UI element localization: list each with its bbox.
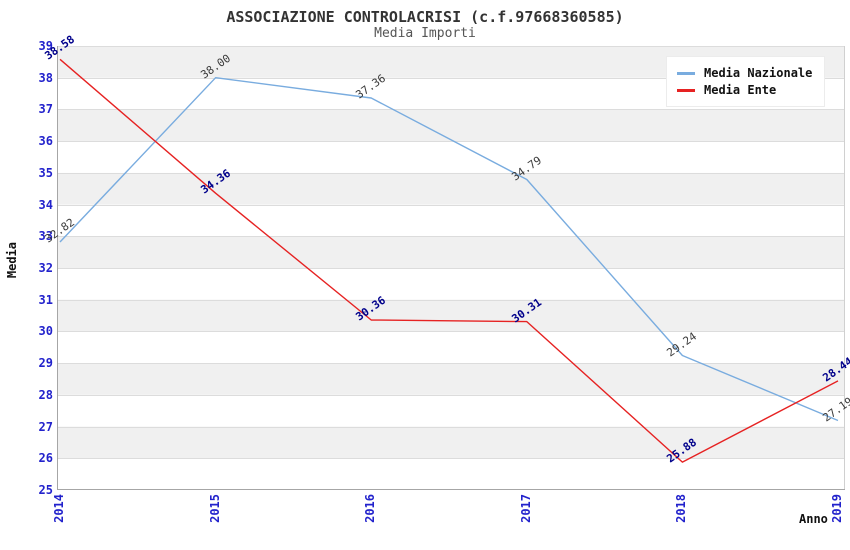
background-band bbox=[57, 172, 845, 205]
legend-item-media-nazionale: Media Nazionale bbox=[677, 66, 812, 80]
y-tick-label: 32 bbox=[38, 261, 53, 275]
y-tick-label: 26 bbox=[38, 451, 53, 465]
y-tick-label: 38 bbox=[38, 71, 53, 85]
y-tick-label: 31 bbox=[38, 293, 53, 307]
background-band bbox=[57, 426, 845, 459]
legend-item-media-ente: Media Ente bbox=[677, 83, 812, 97]
y-tick-label: 29 bbox=[38, 356, 53, 370]
legend-line-swatch-ente bbox=[677, 88, 695, 92]
x-tick-label: 2019 bbox=[830, 494, 844, 523]
x-tick-label: 2018 bbox=[674, 494, 688, 523]
background-band bbox=[57, 236, 845, 268]
x-tick-label: 2016 bbox=[363, 494, 377, 523]
y-axis-title: Media bbox=[5, 242, 19, 279]
legend-label: Media Ente bbox=[704, 83, 777, 97]
y-tick-label: 27 bbox=[38, 420, 53, 434]
background-band bbox=[57, 299, 845, 332]
plot-canvas bbox=[57, 46, 845, 490]
x-tick-label: 2015 bbox=[208, 494, 222, 523]
y-tick-label: 39 bbox=[38, 39, 53, 53]
legend-line-swatch-nazionale bbox=[677, 71, 695, 75]
y-tick-label: 37 bbox=[38, 102, 53, 116]
y-tick-label: 34 bbox=[38, 198, 53, 212]
series-line-media-ente bbox=[59, 58, 839, 463]
x-tick-label: 2017 bbox=[519, 494, 533, 523]
y-tick-label: 35 bbox=[38, 166, 53, 180]
series-line-media-nazionale bbox=[59, 77, 839, 422]
chart-subtitle: Media Importi bbox=[374, 26, 476, 41]
y-tick-label: 36 bbox=[38, 134, 53, 148]
x-axis-title: Anno bbox=[799, 512, 828, 526]
chart-title: ASSOCIAZIONE CONTROLACRISI (c.f.97668360… bbox=[226, 8, 624, 26]
background-band bbox=[57, 363, 845, 395]
background-band bbox=[57, 109, 845, 142]
legend-label: Media Nazionale bbox=[704, 66, 813, 80]
y-tick-label: 25 bbox=[38, 483, 53, 497]
plot-area bbox=[57, 46, 845, 490]
y-tick-label: 30 bbox=[38, 324, 53, 338]
legend: Media Nazionale Media Ente bbox=[666, 56, 826, 107]
x-tick-label: 2014 bbox=[52, 494, 66, 523]
y-tick-label: 28 bbox=[38, 388, 53, 402]
y-tick-label: 33 bbox=[38, 229, 53, 243]
